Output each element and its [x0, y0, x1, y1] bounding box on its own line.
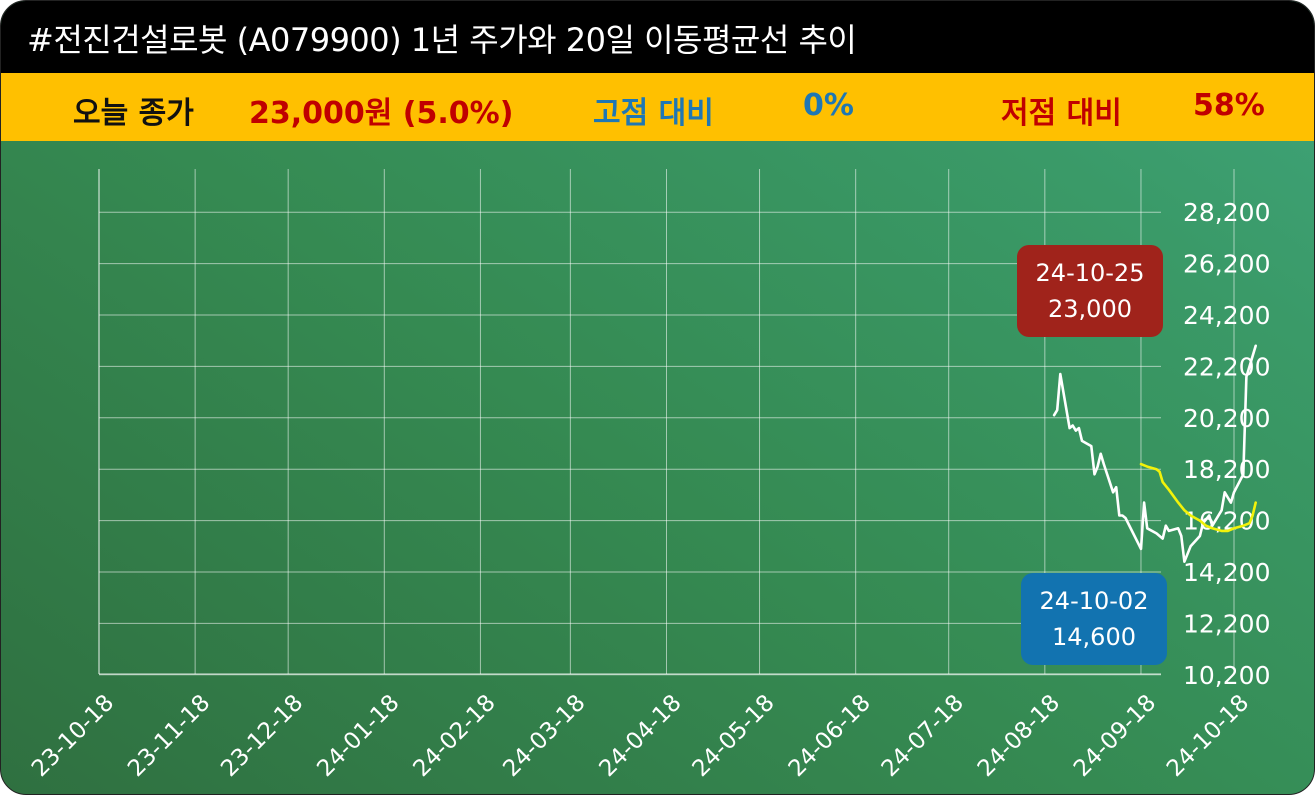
high-compare-value: 0%: [803, 88, 854, 123]
close-value: 23,000원 (5.0%): [249, 96, 514, 131]
x-tick-label: 24-07-18: [877, 690, 969, 782]
high-badge: [1017, 245, 1163, 337]
low-compare-value: 58%: [1193, 88, 1265, 123]
price-chart: 10,20012,20014,20016,20018,20020,20022,2…: [27, 169, 1270, 782]
y-tick-label: 22,200: [1183, 352, 1270, 381]
y-tick-label: 18,200: [1183, 455, 1270, 484]
x-tick-label: 24-06-18: [784, 690, 876, 782]
title-bar: #전진건설로봇 (A079900) 1년 주가와 20일 이동평균선 추이: [1, 1, 1314, 73]
summary-bar: 오늘 종가 23,000원 (5.0%) 고점 대비 0% 저점 대비 58%: [1, 73, 1314, 141]
x-tick-label: 24-10-18: [1162, 690, 1254, 782]
x-tick-label: 24-01-18: [312, 690, 404, 782]
close-label: 오늘 종가: [73, 96, 194, 131]
y-tick-label: 12,200: [1183, 609, 1270, 638]
low-compare-label: 저점 대비: [1001, 96, 1122, 131]
high-badge-date: 24-10-25: [1036, 259, 1145, 287]
y-tick-label: 14,200: [1183, 558, 1270, 587]
x-tick-label: 24-08-18: [973, 690, 1065, 782]
x-tick-label: 24-05-18: [688, 690, 780, 782]
y-tick-label: 10,200: [1183, 661, 1270, 690]
price-line: [1052, 344, 1257, 564]
y-tick-label: 26,200: [1183, 250, 1270, 279]
x-tick-label: 23-10-18: [27, 690, 119, 782]
high-compare-label: 고점 대비: [593, 96, 714, 131]
moving-average-line: [1139, 462, 1257, 533]
x-tick-label: 23-12-18: [216, 690, 308, 782]
low-badge-date: 24-10-02: [1040, 587, 1149, 615]
low-badge: [1021, 573, 1167, 665]
y-tick-label: 20,200: [1183, 404, 1270, 433]
y-tick-label: 28,200: [1183, 198, 1270, 227]
x-tick-label: 23-11-18: [123, 690, 215, 782]
x-tick-label: 24-09-18: [1069, 690, 1161, 782]
y-tick-label: 24,200: [1183, 301, 1270, 330]
low-badge-value: 14,600: [1052, 623, 1136, 651]
x-tick-label: 24-03-18: [498, 690, 590, 782]
x-tick-label: 24-04-18: [595, 690, 687, 782]
chart-title: #전진건설로봇 (A079900) 1년 주가와 20일 이동평균선 추이: [27, 21, 857, 59]
high-badge-value: 23,000: [1048, 295, 1132, 323]
x-tick-label: 24-02-18: [408, 690, 500, 782]
